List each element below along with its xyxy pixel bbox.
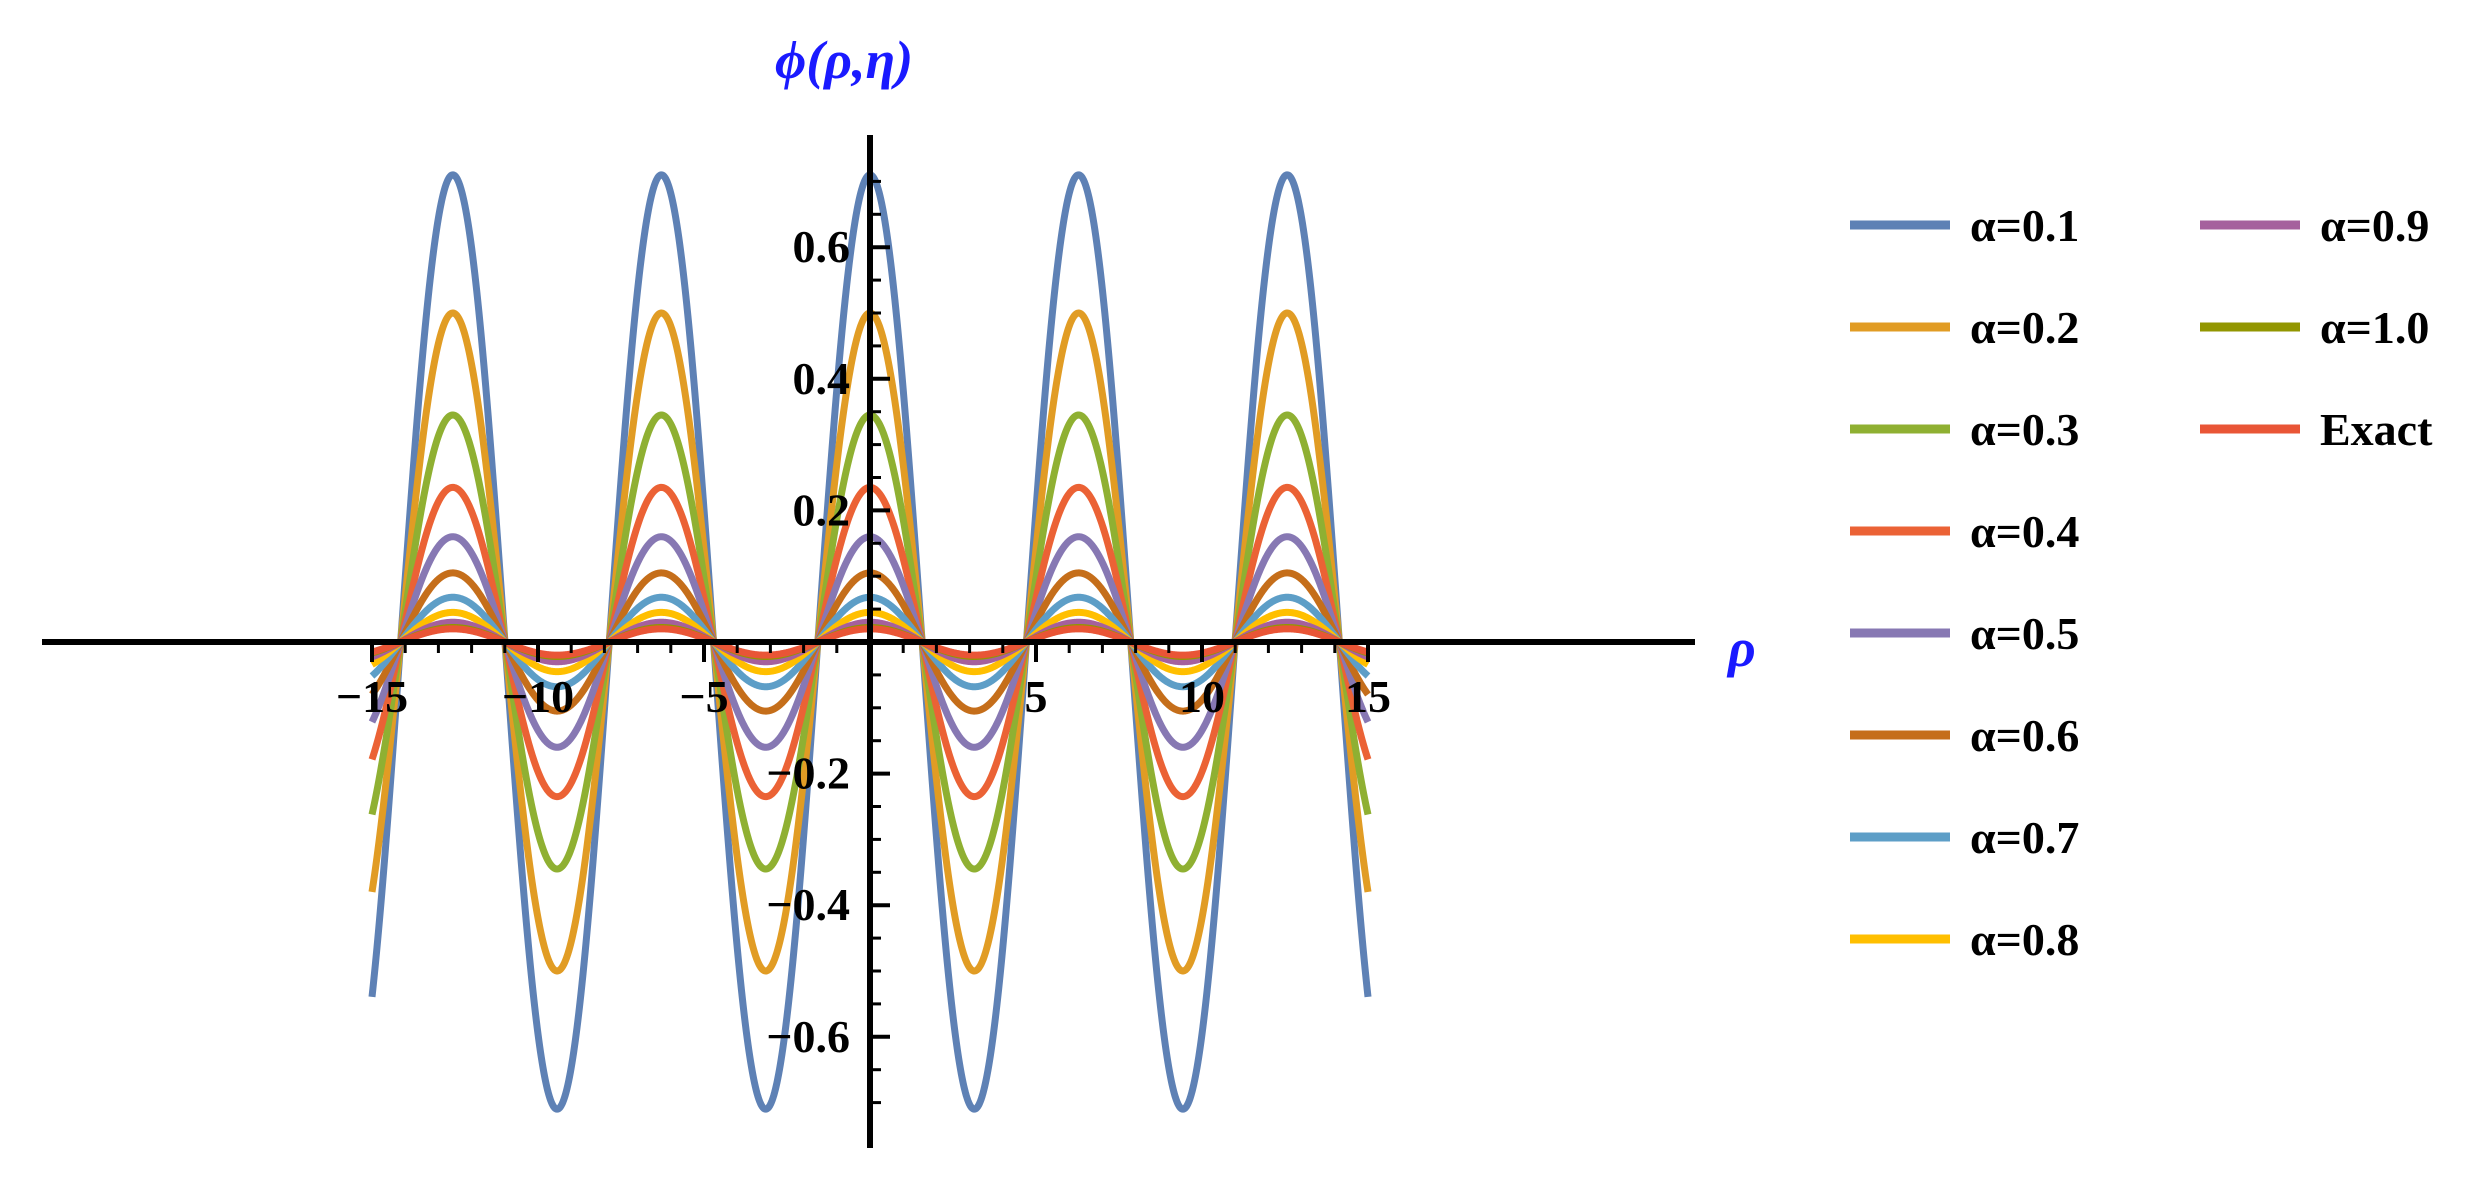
- legend-label: α=0.7: [1970, 812, 2079, 863]
- x-axis-title: ρ: [1726, 618, 1756, 678]
- y-tick-label: −0.2: [766, 748, 850, 799]
- legend-label: Exact: [2320, 404, 2433, 455]
- axes: [42, 135, 1695, 1148]
- legend-item: α=1.0: [2200, 302, 2429, 353]
- x-tick-label: 10: [1179, 671, 1225, 722]
- legend-label: α=0.9: [2320, 200, 2429, 251]
- y-tick-label: −0.4: [766, 879, 850, 930]
- x-tick-label: −10: [502, 671, 574, 722]
- legend-label: α=0.2: [1970, 302, 2079, 353]
- legend-item: α=0.3: [1850, 404, 2079, 455]
- y-tick-label: 0.6: [793, 221, 851, 272]
- legend-item: α=0.1: [1850, 200, 2079, 251]
- x-tick-label: 15: [1345, 671, 1391, 722]
- legend-item: α=0.5: [1850, 608, 2079, 659]
- legend-label: α=0.6: [1970, 710, 2079, 761]
- y-axis-title: ϕ(ρ,η): [775, 30, 913, 90]
- legend-item: Exact: [2200, 404, 2433, 455]
- x-tick-label: 5: [1025, 671, 1048, 722]
- y-tick-label: 0.4: [793, 353, 851, 404]
- legend-item: α=0.4: [1850, 506, 2079, 557]
- y-tick-label: 0.2: [793, 484, 851, 535]
- legend-item: α=0.6: [1850, 710, 2079, 761]
- legend-item: α=0.2: [1850, 302, 2079, 353]
- legend-label: α=0.3: [1970, 404, 2079, 455]
- legend-item: α=0.8: [1850, 914, 2079, 965]
- legend-label: α=1.0: [2320, 302, 2429, 353]
- legend-item: α=0.7: [1850, 812, 2079, 863]
- legend-label: α=0.8: [1970, 914, 2079, 965]
- y-tick-label: −0.6: [766, 1011, 850, 1062]
- x-tick-label: −15: [336, 671, 408, 722]
- x-tick-label: −5: [679, 671, 728, 722]
- legend: α=0.1 α=0.2 α=0.3 α=0.4 α=0.5 α=0.6 α=0.7 α=0.8…: [1850, 200, 2433, 965]
- legend-label: α=0.5: [1970, 608, 2079, 659]
- legend-item: α=0.9: [2200, 200, 2429, 251]
- y-axis-ticks: −0.6 −0.4 −0.2 0.2 0.4 0.6: [766, 179, 890, 1105]
- x-axis-ticks: −15 −10 −5 5 10 15: [336, 642, 1391, 722]
- legend-label: α=0.4: [1970, 506, 2079, 557]
- legend-label: α=0.1: [1970, 200, 2079, 251]
